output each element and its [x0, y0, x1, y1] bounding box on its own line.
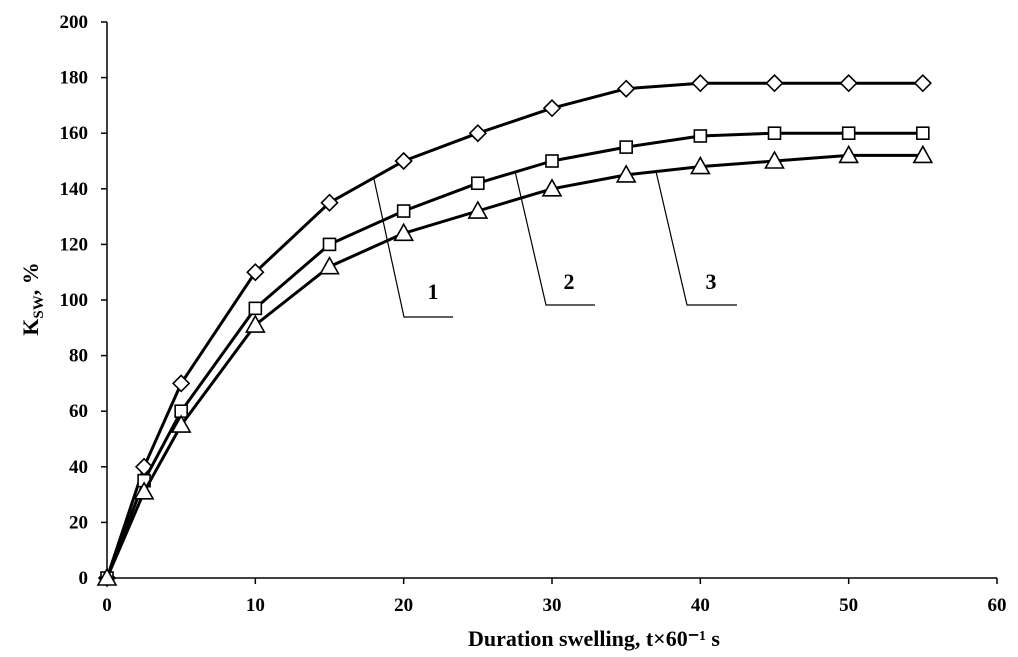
series-line-1 [105, 81, 923, 579]
data-point-triangle [541, 178, 563, 197]
data-point-square [619, 140, 633, 154]
data-point-square [471, 176, 485, 191]
y-tick-label: 160 [60, 123, 89, 144]
y-tick-label: 20 [69, 512, 88, 533]
y-tick-label: 80 [69, 346, 88, 367]
data-point-triangle [319, 256, 340, 275]
data-point-triangle [689, 155, 711, 175]
y-tick-label: 140 [60, 179, 89, 200]
data-point-diamond [691, 74, 710, 93]
y-tick-label: 40 [69, 457, 88, 478]
data-point-diamond [468, 124, 487, 143]
y-tick-label: 100 [60, 290, 89, 311]
x-axis-title: Duration swelling, t×60⁻¹ s [468, 626, 720, 651]
y-tick-label: 180 [60, 68, 89, 89]
data-point-diamond [246, 263, 265, 282]
x-tick-label: 0 [102, 595, 112, 616]
y-axis-title: KSW, % [18, 262, 47, 335]
data-point-square [322, 237, 337, 252]
x-tick-label: 40 [691, 595, 710, 616]
data-point-diamond [839, 74, 858, 93]
data-point-triangle [764, 150, 785, 169]
series-3 [96, 144, 934, 586]
data-point-square [693, 129, 708, 143]
data-point-diamond [617, 79, 636, 98]
data-point-triangle [244, 314, 266, 333]
data-point-square [841, 126, 856, 140]
data-point-triangle [838, 144, 860, 164]
leader-line-2 [514, 170, 595, 306]
series-line-3 [105, 153, 923, 579]
leader-line-1 [373, 178, 453, 318]
data-point-diamond [542, 99, 562, 118]
x-tick-label: 60 [988, 595, 1007, 616]
text-group: Duration swelling, t×60⁻¹ s KSW, % 1 2 3 [18, 262, 720, 651]
x-tick-label: 10 [246, 595, 265, 616]
leader-lines [373, 170, 737, 318]
leader-line-3 [655, 170, 737, 306]
data-point-triangle [615, 164, 637, 183]
series-1 [97, 74, 932, 588]
curve-label-3: 3 [706, 269, 717, 294]
data-point-square [545, 154, 559, 168]
data-point-square [767, 126, 782, 140]
x-tick-label: 30 [543, 595, 562, 616]
data-point-diamond [172, 374, 191, 393]
data-point-square [248, 301, 263, 316]
series-group [96, 74, 934, 588]
y-tick-label: 60 [69, 401, 88, 422]
data-point-triangle [133, 481, 155, 500]
data-point-triangle [912, 144, 934, 164]
data-point-square [916, 126, 930, 140]
data-point-diamond [913, 74, 932, 93]
data-point-diamond [320, 193, 339, 212]
data-point-diamond [765, 74, 784, 93]
data-point-triangle [170, 414, 192, 433]
x-tick-label: 50 [839, 595, 858, 616]
y-tick-label: 0 [79, 568, 89, 589]
data-point-triangle [393, 222, 415, 242]
data-point-square [396, 204, 411, 218]
series-2 [100, 126, 930, 585]
data-point-triangle [467, 200, 489, 219]
axes: 0 20 40 60 80 100 120 140 160 180 200 0 10 20 30 40 50 60 [60, 12, 1007, 616]
y-tick-label: 200 [60, 12, 89, 33]
y-tick-label: 120 [60, 234, 89, 255]
x-tick-label: 20 [394, 595, 413, 616]
data-point-diamond [394, 151, 413, 171]
curve-label-2: 2 [564, 269, 575, 294]
curve-label-1: 1 [428, 279, 439, 304]
data-point-triangle [96, 567, 118, 586]
